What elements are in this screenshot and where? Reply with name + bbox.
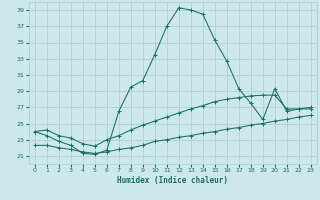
X-axis label: Humidex (Indice chaleur): Humidex (Indice chaleur) (117, 176, 228, 185)
